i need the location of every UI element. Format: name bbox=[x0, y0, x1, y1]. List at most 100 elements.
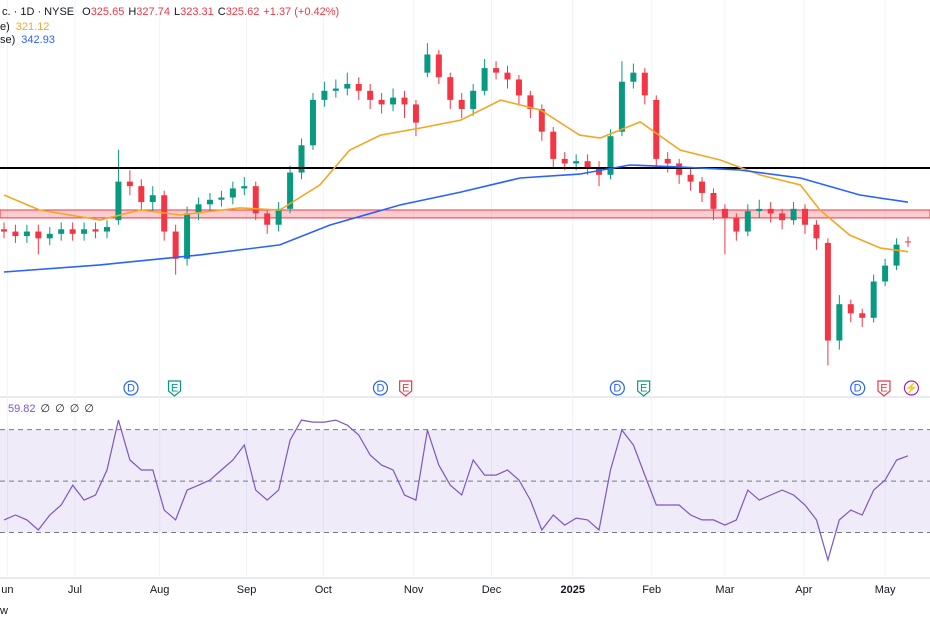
candle-body bbox=[241, 186, 248, 189]
ma-value: 321.12 bbox=[16, 21, 50, 33]
ohlc-label: H bbox=[128, 6, 136, 18]
event-label: E bbox=[402, 382, 409, 394]
change: +1.37 (+0.42%) bbox=[263, 6, 339, 18]
rsi-placeholder: ∅ bbox=[41, 403, 51, 415]
candle-body bbox=[882, 265, 889, 282]
candle-body bbox=[836, 304, 843, 341]
rsi-placeholder: ∅ bbox=[55, 403, 65, 415]
candle-body bbox=[664, 158, 671, 164]
candle-body bbox=[218, 197, 225, 200]
event-badge bbox=[123, 380, 139, 396]
event-label: D bbox=[613, 382, 621, 394]
candle-body bbox=[653, 99, 660, 159]
ohlc-value: 325.62 bbox=[226, 6, 260, 18]
candle-body bbox=[676, 163, 683, 175]
candle-body bbox=[847, 304, 854, 314]
candle-body bbox=[893, 244, 900, 266]
event-label: D bbox=[127, 382, 135, 394]
candle-body bbox=[767, 208, 774, 214]
rsi-line bbox=[3, 419, 909, 563]
header-line: c. · 1D · NYSE O325.65 H327.74 L323.31 C325.… bbox=[2, 6, 339, 18]
candle-body bbox=[870, 281, 877, 318]
candle-body bbox=[1, 229, 7, 232]
candle-body bbox=[435, 54, 442, 78]
candle-body bbox=[607, 136, 614, 175]
price-zone bbox=[0, 209, 930, 219]
ma-value: 342.93 bbox=[21, 34, 55, 46]
candle-body bbox=[103, 227, 110, 232]
candle-body bbox=[69, 229, 76, 234]
candle-body bbox=[618, 81, 625, 132]
candle-body bbox=[504, 72, 511, 80]
candle-body bbox=[447, 77, 454, 100]
x-tick-label: Sep bbox=[237, 584, 257, 596]
candle-body bbox=[81, 229, 88, 234]
ohlc-value: 325.65 bbox=[91, 6, 125, 18]
x-tick-label: Aug bbox=[150, 584, 170, 596]
candle-body bbox=[573, 161, 580, 164]
ma-name: se) bbox=[0, 34, 15, 46]
candle-body bbox=[46, 233, 53, 239]
event-badge bbox=[850, 380, 866, 396]
candle-body bbox=[195, 204, 202, 214]
candle-body bbox=[824, 242, 831, 341]
candle-body bbox=[470, 90, 477, 109]
candle-body bbox=[859, 313, 866, 318]
candle-body bbox=[493, 68, 500, 73]
candle-body bbox=[332, 88, 339, 91]
candle-body bbox=[390, 97, 397, 105]
event-label: E bbox=[880, 382, 887, 394]
event-badge bbox=[167, 380, 182, 397]
candle-body bbox=[687, 174, 694, 182]
candle-body bbox=[229, 188, 236, 198]
candle-body bbox=[172, 231, 179, 259]
candle-body bbox=[538, 108, 545, 132]
ma-legend: e) 321.12 bbox=[0, 21, 49, 33]
x-tick-label: May bbox=[875, 584, 896, 596]
x-tick-label: Oct bbox=[315, 584, 332, 596]
candle-body bbox=[206, 199, 213, 205]
ohlc-value: 327.74 bbox=[136, 6, 170, 18]
event-label: E bbox=[640, 382, 647, 394]
x-tick-label: Apr bbox=[795, 584, 812, 596]
x-tick-label: Dec bbox=[482, 584, 502, 596]
candle-body bbox=[756, 208, 763, 212]
candle-body bbox=[721, 208, 728, 218]
ohlc-label: L bbox=[174, 6, 180, 18]
ma-legend: se) 342.93 bbox=[0, 34, 55, 46]
x-tick-label: Nov bbox=[404, 584, 424, 596]
ma-name: e) bbox=[0, 21, 10, 33]
moving-average-line bbox=[3, 164, 909, 273]
rsi-placeholder: ∅ bbox=[70, 403, 80, 415]
x-tick-label: Mar bbox=[715, 584, 734, 596]
candle-body bbox=[813, 224, 820, 239]
candle-body bbox=[733, 217, 740, 232]
x-tick-label: Jul bbox=[68, 584, 82, 596]
candle-body bbox=[92, 229, 99, 232]
candle-body bbox=[23, 231, 30, 237]
candle-body bbox=[115, 181, 122, 221]
event-badge bbox=[903, 380, 920, 396]
candle-body bbox=[252, 186, 259, 214]
candle-body bbox=[790, 208, 797, 221]
event-badge bbox=[399, 380, 413, 397]
candle-body bbox=[264, 213, 271, 225]
event-badge bbox=[372, 380, 389, 396]
event-badge bbox=[609, 380, 625, 396]
footer: w bbox=[0, 605, 8, 617]
candle-body bbox=[699, 181, 706, 193]
candle-body bbox=[401, 97, 408, 105]
candle-body bbox=[184, 213, 191, 259]
candle-body bbox=[710, 192, 717, 209]
candle-body bbox=[321, 90, 328, 100]
candle-body bbox=[344, 83, 351, 89]
ohlc-label: O bbox=[82, 6, 91, 18]
candle-body bbox=[527, 95, 534, 109]
candle-body bbox=[515, 79, 522, 96]
event-badge bbox=[637, 380, 651, 397]
candle-body bbox=[355, 83, 362, 91]
moving-average-line bbox=[3, 99, 909, 253]
candle-body bbox=[779, 213, 786, 221]
